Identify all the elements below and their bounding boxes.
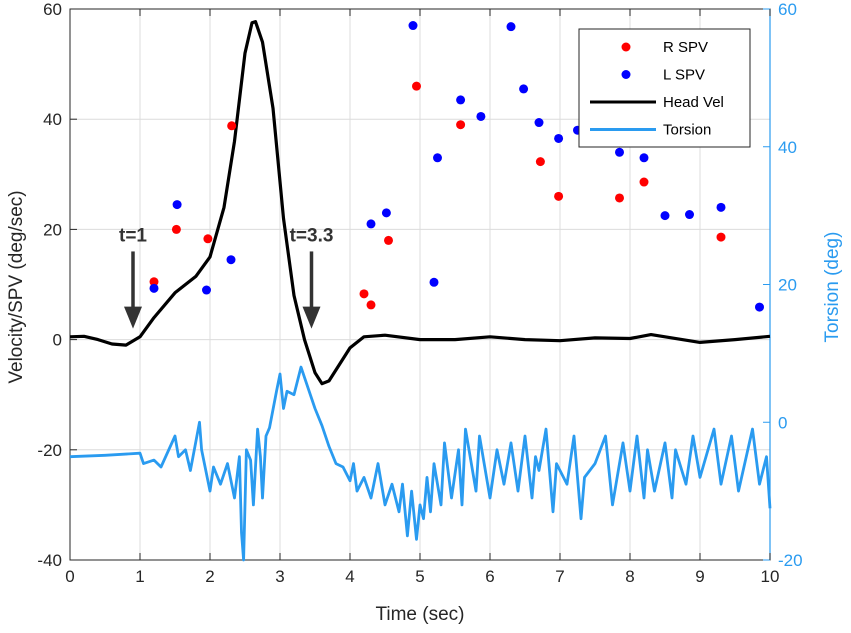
annotations: t=1 t=3.3 — [119, 225, 334, 329]
x-tick-label: 2 — [205, 567, 214, 586]
r-spv-point — [171, 224, 181, 234]
series-layer — [69, 20, 772, 562]
left-y-tick-label: 20 — [43, 220, 62, 239]
r-spv-point — [615, 193, 624, 203]
right-y-tick-label: 0 — [778, 413, 787, 432]
l-spv-point — [685, 210, 694, 220]
l-spv-point — [615, 147, 624, 157]
legend-marker — [621, 70, 631, 79]
x-tick-label: 1 — [135, 567, 144, 586]
x-tick-label: 6 — [485, 567, 494, 586]
r-spv-point — [716, 232, 726, 242]
r-spv-point — [412, 81, 421, 91]
l-spv-point — [149, 283, 159, 293]
series-l-spv — [149, 21, 764, 312]
legend-label: Head Vel — [663, 94, 724, 111]
right-y-tick-label: -20 — [778, 551, 803, 570]
legend-label: L SPV — [663, 67, 705, 84]
left-y-tick-label: -20 — [37, 441, 62, 460]
legend-marker — [621, 42, 631, 52]
right-y-tick-label: 40 — [778, 138, 797, 157]
left-y-axis: -40 -20 0 20 40 60 — [37, 0, 77, 570]
x-tick-label: 7 — [555, 567, 564, 586]
x-axis: 0 1 2 3 4 5 6 7 8 9 10 — [65, 9, 779, 586]
l-spv-point — [366, 219, 376, 229]
head-vel-line — [69, 20, 771, 386]
l-spv-point — [534, 118, 544, 128]
r-spv-point — [149, 277, 159, 287]
left-y-tick-label: 40 — [43, 110, 62, 129]
x-tick-label: 3 — [275, 567, 284, 586]
l-spv-point — [554, 133, 564, 143]
legend: R SPV L SPV Head Vel Torsion — [578, 28, 751, 148]
legend-box — [578, 28, 751, 148]
l-spv-point — [226, 255, 236, 265]
x-tick-label: 4 — [345, 567, 354, 586]
left-y-axis-label: Velocity/SPV (deg/sec) — [6, 190, 27, 383]
l-spv-point — [755, 302, 764, 312]
l-spv-point — [172, 200, 182, 210]
l-spv-point — [433, 153, 442, 163]
r-spv-point — [227, 121, 237, 131]
l-spv-point — [639, 153, 649, 163]
r-spv-point — [384, 235, 393, 245]
l-spv-point — [429, 277, 439, 287]
r-spv-point — [535, 157, 545, 167]
r-spv-point — [203, 234, 213, 244]
annotation-arrow-head — [302, 306, 321, 329]
annotation-label: t=3.3 — [290, 225, 334, 246]
l-spv-point — [202, 285, 211, 295]
series-torsion — [69, 365, 772, 562]
r-spv-point — [366, 300, 376, 310]
r-spv-point — [456, 120, 466, 130]
left-y-tick-label: -40 — [37, 551, 62, 570]
left-y-tick-label: 0 — [53, 331, 62, 350]
x-axis-label: Time (sec) — [375, 604, 464, 625]
l-spv-point — [456, 95, 466, 105]
right-y-tick-label: 60 — [778, 0, 797, 19]
l-spv-point — [506, 22, 516, 32]
l-spv-point — [660, 211, 670, 221]
x-tick-label: 8 — [625, 567, 634, 586]
legend-label: R SPV — [663, 39, 708, 56]
right-y-axis-label: Torsion (deg) — [822, 232, 843, 343]
r-spv-point — [639, 177, 649, 187]
l-spv-point — [381, 208, 391, 218]
r-spv-point — [359, 289, 369, 299]
l-spv-point — [408, 21, 418, 31]
x-tick-label: 10 — [761, 567, 780, 586]
right-y-axis: -20 0 20 40 60 — [763, 0, 803, 570]
l-spv-point — [716, 202, 726, 212]
x-tick-label: 9 — [695, 567, 704, 586]
l-spv-point — [519, 84, 529, 94]
legend-label: Torsion — [663, 122, 711, 139]
series-head-vel — [69, 20, 771, 386]
x-tick-label: 5 — [415, 567, 424, 586]
torsion-line — [69, 365, 772, 562]
annotation-label: t=1 — [119, 225, 147, 246]
right-y-tick-label: 20 — [778, 276, 797, 295]
left-y-tick-label: 60 — [43, 0, 62, 19]
r-spv-point — [554, 191, 564, 201]
series-r-spv — [149, 81, 726, 310]
l-spv-point — [476, 111, 486, 121]
x-tick-label: 0 — [65, 567, 74, 586]
annotation-arrow-head — [124, 306, 142, 329]
